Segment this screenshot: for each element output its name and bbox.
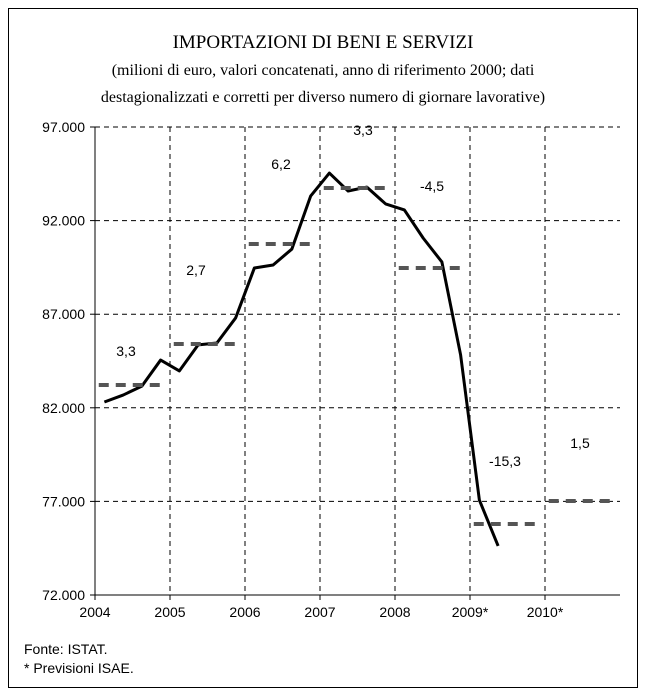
x-tick-label: 2007 (304, 604, 335, 620)
x-tick-label: 2004 (79, 604, 110, 620)
y-tick-label: 82.000 (42, 400, 85, 416)
y-tick-label: 97.000 (42, 119, 85, 135)
data-label: -4,5 (420, 178, 444, 194)
note: * Previsioni ISAE. (24, 660, 134, 676)
data-label: 3,3 (353, 122, 373, 138)
chart-title: IMPORTAZIONI DI BENI E SERVIZI (173, 32, 474, 53)
y-tick-label: 87.000 (42, 306, 85, 322)
chart-subtitle: (milioni di euro, valori concatenati, an… (112, 62, 535, 79)
data-label: 1,5 (570, 435, 590, 451)
data-label: 6,2 (271, 156, 291, 172)
y-tick-label: 72.000 (42, 587, 85, 603)
x-tick-label: 2009* (452, 604, 489, 620)
x-tick-label: 2005 (154, 604, 185, 620)
chart-subtitle: destagionalizzati e corretti per diverso… (101, 89, 545, 106)
y-tick-label: 77.000 (42, 493, 85, 509)
data-label: 3,3 (116, 343, 136, 359)
y-tick-label: 92.000 (42, 213, 85, 229)
x-tick-label: 2010* (527, 604, 564, 620)
data-label: 2,7 (186, 262, 206, 278)
line (103, 171, 500, 547)
data-label: -15,3 (489, 453, 521, 469)
frame (8, 8, 638, 688)
note: Fonte: ISTAT. (24, 641, 108, 657)
x-tick-label: 2006 (229, 604, 260, 620)
x-tick-label: 2008 (379, 604, 410, 620)
